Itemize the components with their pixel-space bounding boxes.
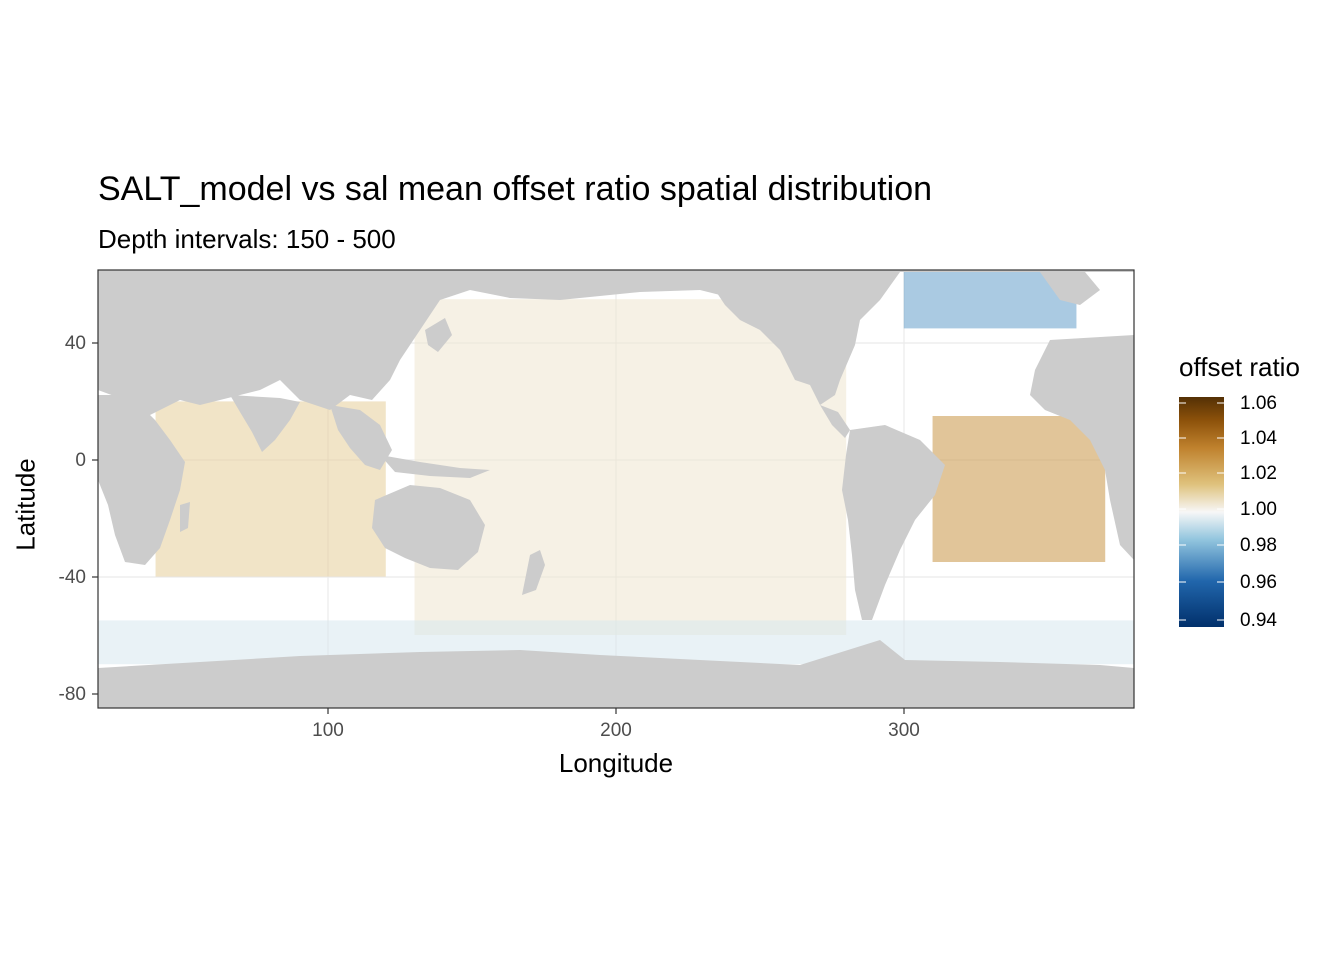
land-europe-africa-east <box>1030 335 1134 560</box>
land-japan <box>425 318 452 352</box>
land-africa <box>98 395 185 565</box>
legend-colorbar <box>1179 397 1224 627</box>
axis-ticks <box>92 342 905 714</box>
legend-label-1-06: 1.06 <box>1240 393 1277 414</box>
chart-title: SALT_model vs sal mean offset ratio spat… <box>98 170 933 208</box>
x-tick-label-200: 200 <box>600 720 632 741</box>
y-tick-label-minus40: -40 <box>58 567 86 588</box>
legend-label-1-02: 1.02 <box>1240 463 1277 484</box>
x-tick-label-300: 300 <box>888 720 920 741</box>
legend-label-0-94: 0.94 <box>1240 610 1277 631</box>
legend-label-1-00: 1.00 <box>1240 499 1277 520</box>
land-madagascar <box>180 502 190 532</box>
legend-label-0-98: 0.98 <box>1240 535 1277 556</box>
land-new-zealand <box>522 550 545 595</box>
land-southeast-asia <box>330 405 392 470</box>
land-south-america <box>842 425 945 620</box>
y-tick-label-minus80: -80 <box>58 684 86 705</box>
data-region-1 <box>932 416 1106 562</box>
land-india <box>230 395 300 452</box>
land-australia <box>372 485 485 570</box>
x-tick-label-100: 100 <box>312 720 344 741</box>
land-north-america <box>715 272 900 405</box>
land-indonesia <box>380 455 490 478</box>
x-axis-label: Longitude <box>558 748 674 778</box>
y-tick-label-40: 40 <box>64 333 86 354</box>
legend-label-0-96: 0.96 <box>1240 572 1277 593</box>
land-central-america <box>820 405 850 438</box>
land-asia-europe <box>98 270 1134 420</box>
legend-label-1-04: 1.04 <box>1240 428 1277 449</box>
chart-subtitle: Depth intervals: 150 - 500 <box>98 224 396 254</box>
land-antarctica <box>98 640 1134 708</box>
legend-title: offset ratio <box>1179 352 1300 382</box>
land-greenland <box>1040 272 1100 305</box>
data-region-3 <box>414 299 847 635</box>
y-tick-label-0: 0 <box>75 450 86 471</box>
land <box>98 270 1134 708</box>
legend-ticks <box>1179 402 1224 621</box>
